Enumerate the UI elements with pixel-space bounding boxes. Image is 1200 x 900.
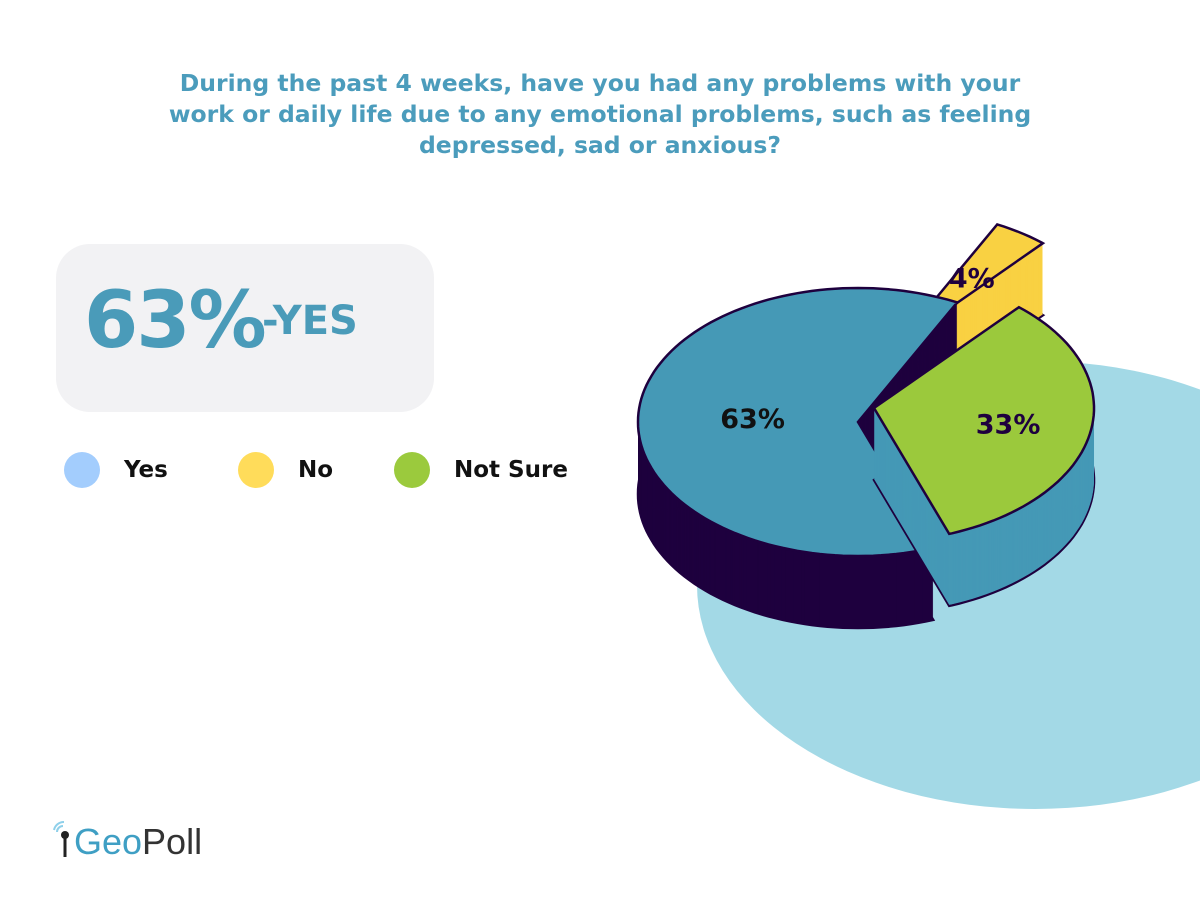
data-label-yes: 63% <box>720 404 785 435</box>
slice-top-yes <box>636 286 960 558</box>
chart-title: During the past 4 weeks, have you had an… <box>168 69 1032 159</box>
slice-not-sure <box>872 305 1096 608</box>
legend-dot-yes <box>64 452 100 488</box>
highlight-box <box>56 244 434 412</box>
data-label-no: 4% <box>949 263 995 294</box>
legend-item-no: No <box>238 452 333 488</box>
legend-item-yes: Yes <box>64 452 168 488</box>
logo-geo: Geo <box>74 821 143 862</box>
legend-label-no: No <box>298 457 334 483</box>
slice-top-not-sure <box>872 305 1096 536</box>
signal-icon <box>53 820 69 857</box>
legend-label-not-sure: Not Sure <box>454 457 568 483</box>
legend-label-yes: Yes <box>124 457 168 483</box>
legend-item-not-sure: Not Sure <box>394 452 568 488</box>
data-label-not-sure: 33% <box>976 409 1041 440</box>
highlight-label: -YES <box>262 298 358 344</box>
geopoll-logo: GeoPoll <box>48 820 202 862</box>
legend-dot-not-sure <box>394 452 430 488</box>
logo-poll: Poll <box>142 821 203 862</box>
legend-dot-no <box>238 452 274 488</box>
slice-yes <box>636 286 960 630</box>
highlight-value: 63% <box>84 276 267 366</box>
